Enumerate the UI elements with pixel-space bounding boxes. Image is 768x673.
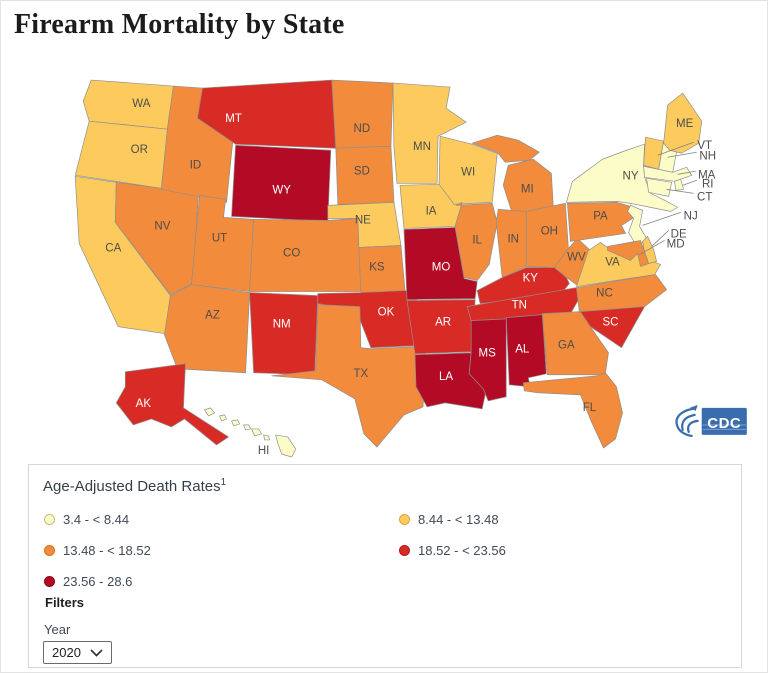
state-CO[interactable] <box>249 218 362 292</box>
state-label-DE: DE <box>671 228 687 240</box>
leader-line-RI <box>682 179 697 186</box>
state-label-MD: MD <box>667 238 685 250</box>
legend-item-label: 8.44 - < 13.48 <box>418 512 499 527</box>
year-select[interactable]: 2020 <box>43 641 112 664</box>
state-NY[interactable] <box>566 143 679 212</box>
legend-item-2: 13.48 - < 18.52 <box>44 543 151 558</box>
legend-swatch-icon <box>399 545 410 556</box>
state-AR[interactable] <box>406 299 476 355</box>
state-NC[interactable] <box>576 274 667 313</box>
leader-line-NJ <box>642 212 681 226</box>
state-label-MA: MA <box>698 169 716 181</box>
state-SD[interactable] <box>335 145 395 205</box>
legend-panel: Age-Adjusted Death Rates1 3.4 - < 8.44 8.… <box>28 464 742 668</box>
state-HI[interactable] <box>204 407 297 458</box>
legend-swatch-icon <box>44 576 55 587</box>
hhs-eagle-head-icon <box>689 404 698 411</box>
legend-item-label: 3.4 - < 8.44 <box>63 512 130 527</box>
state-MD[interactable] <box>607 240 649 267</box>
state-MN[interactable] <box>392 82 467 184</box>
legend-item-1: 8.44 - < 13.48 <box>399 512 499 527</box>
map-container: WA OR CA NV ID MT WY UT CO AZ NM ND SD NE KS OK TX MN IA MO… <box>59 55 761 461</box>
state-IL[interactable] <box>454 202 498 281</box>
legend-swatch-icon <box>399 514 410 525</box>
state-AL[interactable] <box>505 314 547 388</box>
legend-title-footnote-marker: 1 <box>220 477 227 488</box>
state-PA[interactable] <box>567 202 633 242</box>
state-label-CT: CT <box>697 191 712 203</box>
state-label-NH: NH <box>699 150 716 162</box>
page-title: Firearm Mortality by State <box>14 9 345 40</box>
state-label-HI: HI <box>258 445 270 457</box>
state-MS[interactable] <box>468 317 507 402</box>
state-SC[interactable] <box>580 306 645 349</box>
us-choropleth-map: WAORCANVIDMTWYUTCOAZNMNDSDNEKSOKTXMNIAMO… <box>74 79 747 458</box>
legend-item-3: 18.52 - < 23.56 <box>399 543 506 558</box>
state-WY[interactable] <box>231 144 332 222</box>
state-label-VT: VT <box>697 140 712 152</box>
hhs-eagle-icon <box>675 407 699 438</box>
filters-heading: Filters <box>45 595 85 610</box>
state-label-RI: RI <box>702 178 714 190</box>
cdc-logo-box <box>701 407 747 435</box>
state-TX[interactable] <box>271 304 427 448</box>
leader-line-MA <box>677 170 696 175</box>
legend-item-label: 18.52 - < 23.56 <box>418 543 506 558</box>
state-label-NJ: NJ <box>684 210 698 222</box>
state-CT[interactable] <box>646 177 672 197</box>
chevron-down-icon <box>90 648 103 657</box>
leader-line-DE <box>651 230 669 247</box>
state-WI[interactable] <box>438 135 498 205</box>
state-MT[interactable] <box>197 79 337 149</box>
leader-line-CT <box>666 188 694 194</box>
legend-title: Age-Adjusted Death Rates1 <box>43 477 226 495</box>
cdc-logo: CDC <box>675 404 747 438</box>
year-filter-label: Year <box>44 622 71 637</box>
legend-swatch-icon <box>44 545 55 556</box>
state-AZ[interactable] <box>164 284 250 374</box>
legend-item-label: 23.56 - 28.6 <box>63 574 133 589</box>
leader-line-MD <box>639 240 665 255</box>
state-FL[interactable] <box>522 372 623 449</box>
leader-line-NH <box>667 151 697 158</box>
state-MA[interactable] <box>643 165 693 182</box>
legend-swatch-icon <box>44 514 55 525</box>
year-select-value: 2020 <box>52 645 81 660</box>
state-RI[interactable] <box>674 178 685 191</box>
legend-item-label: 13.48 - < 18.52 <box>63 543 151 558</box>
state-ME[interactable] <box>663 92 703 154</box>
legend-item-4: 23.56 - 28.6 <box>44 574 132 589</box>
cdc-logo-text: CDC <box>707 415 741 432</box>
state-AK[interactable] <box>115 363 229 446</box>
cdc-logo-stripes <box>702 424 746 430</box>
state-ND[interactable] <box>331 79 394 149</box>
state-NM[interactable] <box>249 292 319 376</box>
legend-item-0: 3.4 - < 8.44 <box>44 512 129 527</box>
state-KS[interactable] <box>358 245 406 293</box>
legend-title-text: Age-Adjusted Death Rates <box>43 478 221 495</box>
leader-line-VT <box>657 141 694 156</box>
state-IN[interactable] <box>495 209 527 278</box>
state-TN[interactable] <box>466 287 582 322</box>
